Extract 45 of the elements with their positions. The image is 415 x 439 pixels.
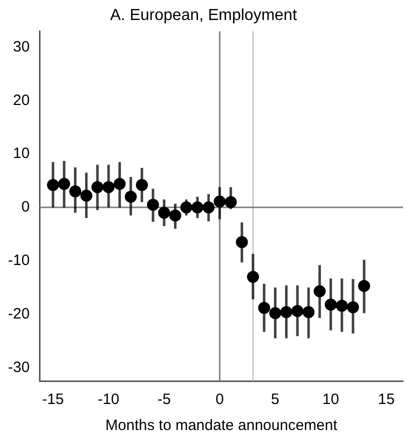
point [269, 307, 282, 320]
point [358, 280, 370, 292]
x-tick-label: -10 [98, 391, 120, 408]
x-tick-label: 10 [322, 391, 340, 408]
y-tick-label: 0 [21, 198, 30, 216]
point [236, 236, 248, 248]
point [124, 190, 137, 203]
point [47, 179, 60, 192]
y-tick-label: 10 [12, 145, 30, 162]
y-tick-label: 30 [12, 38, 30, 56]
point [158, 206, 170, 219]
x-tick-label: 0 [216, 391, 224, 408]
point [147, 198, 160, 211]
point [202, 201, 215, 214]
point [69, 185, 82, 198]
point [336, 300, 348, 312]
point [180, 201, 192, 214]
x-tick-label: 5 [271, 391, 280, 408]
point [214, 196, 226, 208]
point [324, 298, 337, 311]
point [169, 209, 182, 222]
y-tick-label: -20 [8, 305, 30, 322]
point [258, 302, 270, 314]
x-tick-label: 15 [378, 391, 395, 408]
x-tick-label: -15 [42, 391, 64, 408]
y-tick-label: -10 [8, 252, 30, 269]
point [102, 181, 115, 194]
chart-title: A. European, Employment [110, 7, 298, 24]
x-tick-label: -5 [157, 391, 171, 408]
x-axis-title: Months to mandate announcement [105, 417, 338, 434]
point [80, 190, 92, 202]
point [58, 178, 70, 190]
point [114, 178, 126, 190]
point [280, 306, 292, 318]
y-tick-label: -30 [8, 358, 30, 376]
point [191, 201, 204, 214]
point [224, 196, 237, 208]
point [314, 285, 326, 298]
point [91, 181, 104, 194]
point [136, 179, 148, 192]
point [247, 270, 260, 283]
y-tick-label: 20 [12, 92, 30, 109]
point [291, 305, 304, 318]
point [347, 301, 359, 314]
point [302, 306, 315, 318]
